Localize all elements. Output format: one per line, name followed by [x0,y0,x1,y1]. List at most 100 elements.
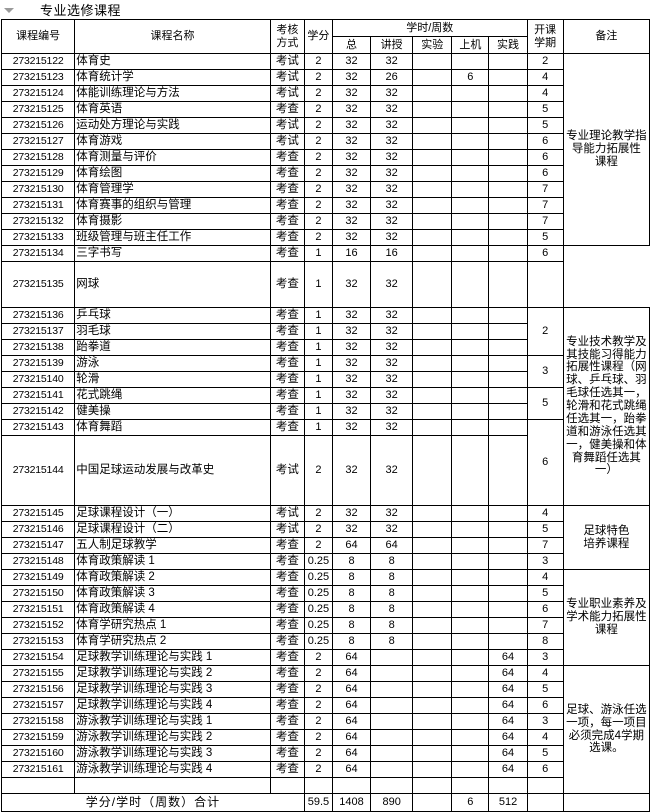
cell-credit: 2 [303,435,333,506]
cell-experiment [412,229,453,246]
table-row[interactable]: 273215153 体育学研究热点 2 考查 0.25 8 8 8 [0,633,650,650]
table-row[interactable]: 273215124 体能训练理论与方法 考试 2 32 32 4 [0,85,650,102]
table-row[interactable]: 273215141 花式跳绳 考查 1 32 32 5 [0,387,650,420]
cell-mode: 考查 [269,537,305,554]
table-row[interactable]: 273215132 体育摄影 考查 2 32 32 7 [0,213,650,230]
cell-credit: 2 [303,697,333,714]
table-row[interactable]: 273215156 足球教学训练理论与实践 3 考查 2 64 64 5 [0,681,650,698]
cell-experiment [412,601,453,618]
table-row[interactable]: 273215134 三字书写 考查 1 16 16 6 [0,245,650,262]
cell-practice [488,585,528,602]
table-row[interactable]: 273215139 游泳 考查 1 32 32 3 [0,355,650,388]
cell-computer [451,339,490,356]
table-row[interactable]: 273215157 足球教学训练理论与实践 4 考查 2 64 64 6 [0,697,650,714]
cell-mode: 考试 [269,521,305,538]
table-row[interactable]: 273215150 体育政策解读 3 考查 0.25 8 8 5 [0,585,650,602]
triangle-down-icon[interactable] [4,5,14,15]
cell-credit: 1 [303,339,333,356]
table-row[interactable]: 273215135 网球 考查 1 32 32 [0,261,650,308]
cell-code: 273215138 [0,339,76,356]
cell-lecture [370,649,414,666]
cell-computer [451,435,490,506]
cell-practice [488,633,528,650]
table-row[interactable] [0,777,650,794]
cell-lecture: 16 [370,245,414,262]
table-row[interactable]: 273215129 体育绘图 考查 2 32 32 6 [0,165,650,182]
table-row[interactable]: 273215158 游泳教学训练理论与实践 1 考查 2 64 64 3 [0,713,650,730]
cell-name: 游泳教学训练理论与实践 2 [74,729,271,746]
cell-code: 273215149 [0,569,76,586]
cell-total: 32 [331,197,372,214]
table-row[interactable]: 273215127 体育游戏 考试 2 32 32 6 [0,133,650,150]
cell-term: 5 [526,681,564,698]
table-row[interactable]: 273215160 游泳教学训练理论与实践 3 考查 2 64 64 5 [0,745,650,762]
table-row[interactable]: 273215146 足球课程设计（二） 考试 2 32 32 5 [0,521,650,538]
cell-total: 32 [331,307,372,324]
cell-lecture [370,761,414,778]
cell-term: 5 [526,101,564,118]
cell-practice [488,101,528,118]
cell-lecture: 32 [370,435,414,506]
table-row[interactable]: 273215125 体育英语 考查 2 32 32 5 [0,101,650,118]
table-row[interactable]: 273215145 足球课程设计（一） 考试 2 32 32 4 足球特色 培养课… [0,505,650,570]
cell-lecture: 32 [370,419,414,436]
table-row[interactable]: 273215123 体育统计学 考试 2 32 26 6 4 [0,69,650,86]
table-row[interactable]: 273215133 班级管理与班主任工作 考查 2 32 32 5 [0,229,650,246]
cell-total: 8 [331,633,372,650]
cell-lecture: 32 [370,307,414,324]
cell-name: 体能训练理论与方法 [74,85,271,102]
table-row[interactable]: 273215154 足球教学训练理论与实践 1 考查 2 64 64 3 [0,649,650,666]
cell-code: 273215151 [0,601,76,618]
cell-code: 273215159 [0,729,76,746]
cell-term: 7 [526,617,564,634]
table-row[interactable]: 273215147 五人制足球教学 考查 2 64 64 7 [0,537,650,554]
cell-term: 3 [526,649,564,666]
table-row[interactable]: 273215131 体育赛事的组织与管理 考查 2 32 32 7 [0,197,650,214]
cell-credit: 1 [303,419,333,436]
cell-credit: 2 [303,665,333,682]
cell-term: 4 [526,69,564,86]
table-row[interactable]: 273215122 体育史 考试 2 32 32 2 专业理论教学指导能力拓展性… [0,53,650,246]
table-row[interactable]: 273215136 乒乓球 考查 1 32 32 2 专业技术教学及其技能习得能… [0,307,650,506]
cell-lecture: 8 [370,633,414,650]
cell-credit: 1 [303,307,333,324]
cell-credit: 1 [303,403,333,420]
cell-total: 64 [331,729,372,746]
table-row[interactable]: 273215142 健美操 考查 1 32 32 [0,403,650,420]
table-row[interactable]: 273215159 游泳教学训练理论与实践 2 考查 2 64 64 4 [0,729,650,746]
table-row[interactable]: 273215152 体育学研究热点 1 考查 0.25 8 8 7 [0,617,650,634]
cell-credit: 0.25 [303,601,333,618]
cell-practice [488,355,528,372]
table-row[interactable]: 273215149 体育政策解读 2 考查 0.25 8 8 4 专业职业素养及… [0,569,650,666]
table-row[interactable]: 273215144 中国足球运动发展与改革史 考试 2 32 32 [0,435,650,506]
cell-mode: 考查 [269,229,305,246]
cell-lecture: 32 [370,85,414,102]
cell-credit: 1 [303,261,333,308]
cell-credit: 2 [303,69,333,86]
table-row[interactable]: 273215130 体育管理学 考查 2 32 32 7 [0,181,650,198]
table-row[interactable]: 273215151 体育政策解读 4 考查 0.25 8 8 6 [0,601,650,618]
cell-practice [488,505,528,522]
cell-experiment [412,339,453,356]
cell-code: 273215127 [0,133,76,150]
table-row[interactable]: 273215143 体育舞蹈 考查 1 32 32 6 [0,419,650,506]
cell-mode: 考查 [269,403,305,420]
table-row[interactable]: 273215155 足球教学训练理论与实践 2 考查 2 64 64 4 足球、… [0,665,650,794]
cell-credit [303,777,333,794]
table-row[interactable]: 273215161 游泳教学训练理论与实践 4 考查 2 64 64 6 [0,761,650,778]
cell-credit: 2 [303,681,333,698]
course-table: 课程编号 课程名称 考核 方式 学分 学时/周数 开课 学期 备注 总 讲授 实… [0,19,650,812]
cell-lecture: 26 [370,69,414,86]
cell-code: 273215132 [0,213,76,230]
cell-total: 64 [331,761,372,778]
table-row[interactable]: 273215148 体育政策解读 1 考查 0.25 8 8 3 [0,553,650,570]
table-row[interactable]: 273215126 运动处方理论与实践 考试 2 32 32 5 [0,117,650,134]
cell-name: 体育测量与评价 [74,149,271,166]
cell-credit: 2 [303,133,333,150]
cell-term: 5 [526,585,564,602]
table-row[interactable]: 273215138 跆拳道 考查 1 32 32 [0,339,650,356]
cell-name: 体育政策解读 3 [74,585,271,602]
cell-computer: 6 [451,69,490,86]
table-row[interactable]: 273215137 羽毛球 考查 1 32 32 [0,323,650,340]
table-row[interactable]: 273215128 体育测量与评价 考查 2 32 32 6 [0,149,650,166]
